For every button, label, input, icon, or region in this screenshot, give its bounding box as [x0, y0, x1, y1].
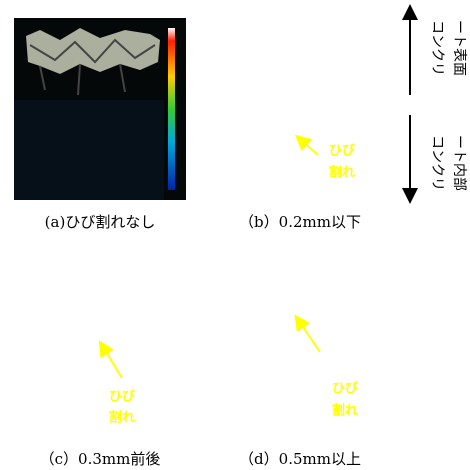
- figure: (a)ひび割れなし （b）0.2mm以下 （c）0.3mm前後 （d）0.5mm…: [0, 0, 470, 470]
- note: 割れ: [329, 165, 355, 181]
- caption: (a)ひび割れなし: [45, 213, 156, 231]
- note: 割れ: [109, 410, 135, 426]
- arrow: [103, 347, 122, 378]
- caption: （d）0.5mm以上: [239, 450, 361, 468]
- caption: （b）0.2mm以下: [239, 213, 361, 231]
- arrow: [301, 140, 318, 155]
- note: 割れ: [332, 403, 358, 419]
- arrow: [299, 321, 320, 352]
- side-label: コンクリ: [429, 135, 445, 191]
- note: ひび: [329, 144, 356, 159]
- side-label: ート内部: [451, 135, 467, 191]
- note: ひび: [332, 382, 359, 397]
- caption: （c）0.3mm前後: [40, 450, 161, 468]
- side-label: ート表面: [451, 20, 467, 76]
- side-label: コンクリ: [429, 20, 445, 76]
- panel-a-image: [14, 18, 186, 200]
- note: ひび: [109, 390, 136, 405]
